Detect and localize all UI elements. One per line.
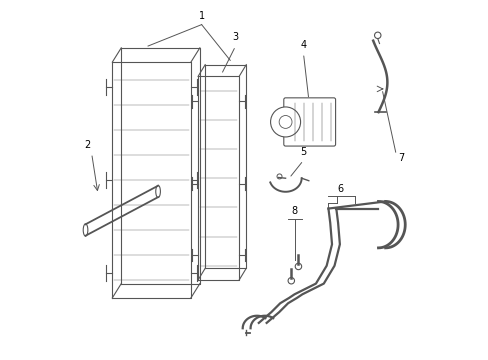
Text: 6: 6 xyxy=(337,184,343,194)
Ellipse shape xyxy=(156,185,160,198)
Circle shape xyxy=(287,278,294,284)
Text: 5: 5 xyxy=(300,147,306,157)
FancyBboxPatch shape xyxy=(283,98,335,146)
Text: 1: 1 xyxy=(198,11,204,21)
Circle shape xyxy=(374,32,380,39)
Text: 4: 4 xyxy=(300,40,306,50)
Circle shape xyxy=(295,263,301,270)
Text: 7: 7 xyxy=(397,153,404,163)
Circle shape xyxy=(270,107,300,137)
Circle shape xyxy=(279,116,291,129)
Text: 3: 3 xyxy=(232,32,238,42)
Text: 2: 2 xyxy=(84,140,90,150)
Text: 8: 8 xyxy=(291,206,297,216)
Circle shape xyxy=(276,174,282,179)
Ellipse shape xyxy=(83,224,88,236)
